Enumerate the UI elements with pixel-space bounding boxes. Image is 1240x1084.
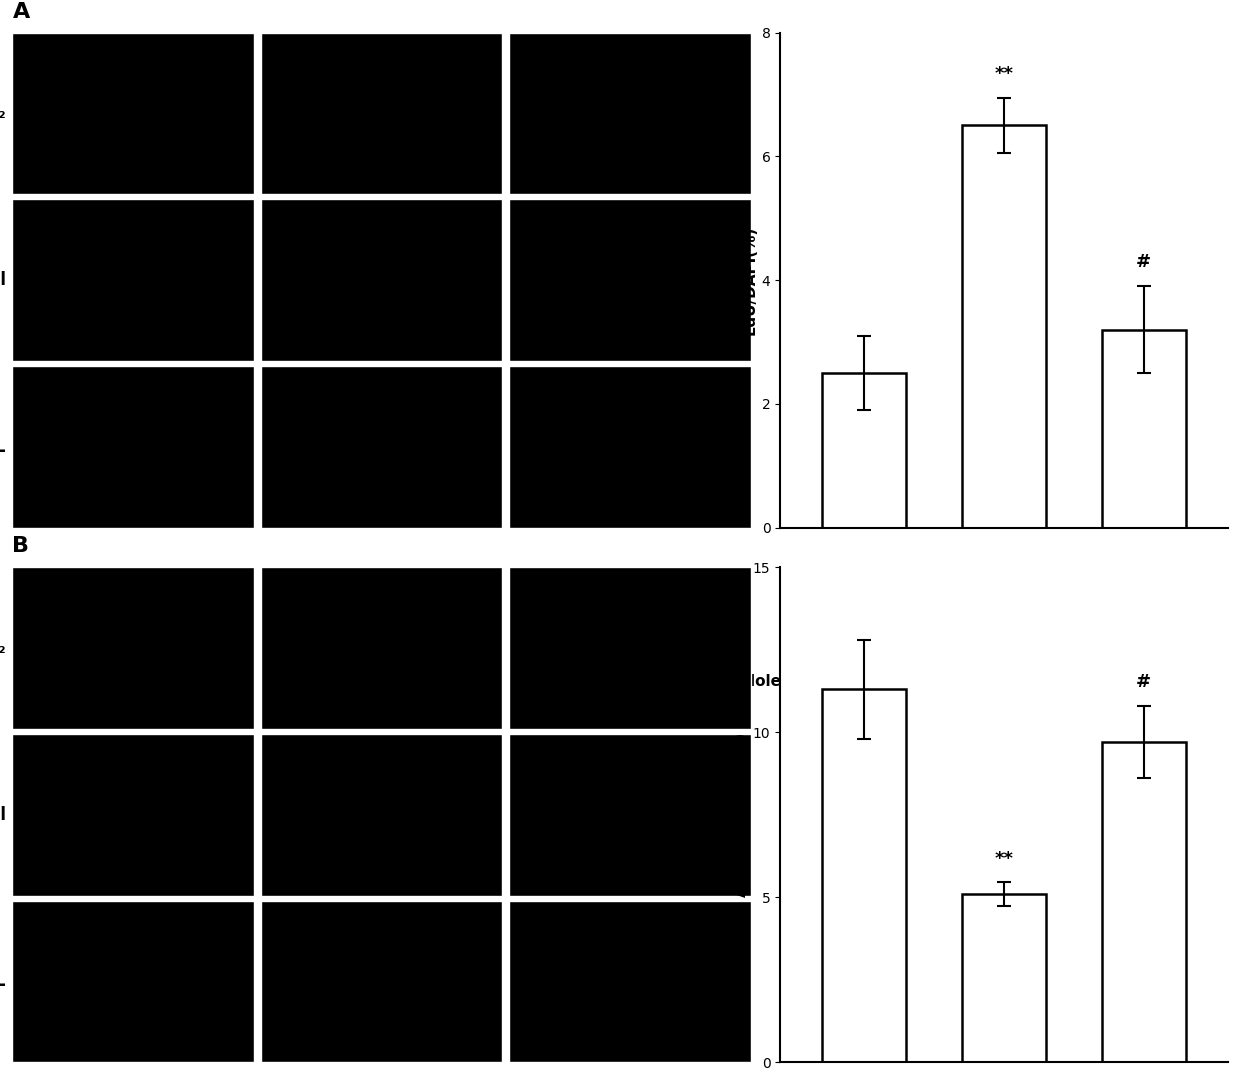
- Text: -: -: [861, 624, 867, 640]
- Text: A: A: [12, 2, 30, 22]
- Text: H₂O₂+Mel+L: H₂O₂+Mel+L: [0, 438, 6, 455]
- Text: B: B: [12, 537, 30, 556]
- Text: H₂O₂+Mel: H₂O₂+Mel: [0, 805, 6, 824]
- Text: H₂O₂: H₂O₂: [699, 575, 739, 590]
- Text: -: -: [1001, 673, 1007, 688]
- Text: +: +: [1137, 575, 1149, 590]
- Text: +: +: [997, 624, 1011, 640]
- Text: +: +: [858, 575, 870, 590]
- Text: H₂O₂: H₂O₂: [0, 640, 6, 657]
- Bar: [962, 126, 1045, 528]
- Text: H₂O₂+Mel: H₂O₂+Mel: [0, 271, 6, 289]
- Text: +: +: [1137, 673, 1149, 688]
- Bar: [1102, 743, 1185, 1062]
- Bar: [1102, 330, 1185, 528]
- Y-axis label: Apoptosis Rate (%): Apoptosis Rate (%): [734, 733, 749, 896]
- Text: **: **: [994, 850, 1013, 867]
- Y-axis label: EdU/DAPI(%): EdU/DAPI(%): [743, 225, 758, 335]
- Text: H₂O₂: H₂O₂: [0, 104, 6, 122]
- Text: -: -: [861, 673, 867, 688]
- Text: #: #: [1136, 254, 1151, 271]
- Bar: [962, 894, 1045, 1062]
- Text: Mel: Mel: [699, 624, 730, 640]
- Text: #: #: [1136, 673, 1151, 691]
- Text: +: +: [997, 575, 1011, 590]
- Text: **: **: [994, 65, 1013, 82]
- Bar: [822, 689, 906, 1062]
- Bar: [822, 373, 906, 528]
- Text: Luzindole: Luzindole: [699, 673, 781, 688]
- Text: H₂O₂+Mel+L: H₂O₂+Mel+L: [0, 972, 6, 991]
- Text: +: +: [1137, 624, 1149, 640]
